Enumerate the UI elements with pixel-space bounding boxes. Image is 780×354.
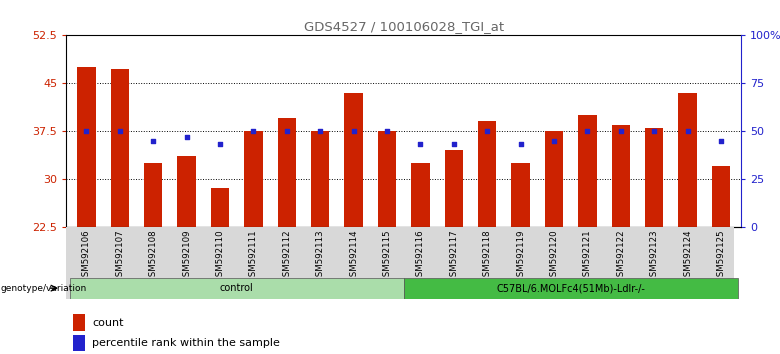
Point bbox=[681, 128, 693, 134]
Text: GSM592117: GSM592117 bbox=[449, 229, 459, 282]
Bar bbox=[378, 131, 396, 354]
Point bbox=[448, 142, 460, 147]
Point bbox=[581, 128, 594, 134]
Text: GSM592112: GSM592112 bbox=[282, 229, 291, 282]
Text: GSM592119: GSM592119 bbox=[516, 229, 525, 282]
Bar bbox=[77, 67, 95, 354]
Text: percentile rank within the sample: percentile rank within the sample bbox=[92, 338, 280, 348]
Bar bbox=[544, 131, 563, 354]
Text: GSM592124: GSM592124 bbox=[683, 229, 692, 282]
Bar bbox=[344, 93, 363, 354]
Point bbox=[481, 128, 494, 134]
Text: GSM592108: GSM592108 bbox=[149, 229, 158, 282]
Text: GSM592121: GSM592121 bbox=[583, 229, 592, 282]
Text: GSM592114: GSM592114 bbox=[349, 229, 358, 282]
Bar bbox=[445, 150, 463, 354]
Point bbox=[648, 128, 661, 134]
Point bbox=[347, 128, 360, 134]
Bar bbox=[69, 278, 404, 299]
Point bbox=[247, 128, 260, 134]
Text: GSM592116: GSM592116 bbox=[416, 229, 425, 282]
Text: count: count bbox=[92, 318, 123, 327]
Text: GSM592118: GSM592118 bbox=[483, 229, 491, 282]
Bar bbox=[177, 156, 196, 354]
Text: GSM592113: GSM592113 bbox=[316, 229, 324, 282]
Point bbox=[147, 138, 159, 143]
Text: GSM592106: GSM592106 bbox=[82, 229, 90, 282]
Text: GSM592125: GSM592125 bbox=[717, 229, 725, 282]
Point bbox=[180, 134, 193, 139]
Bar bbox=[244, 131, 263, 354]
Point bbox=[214, 142, 226, 147]
Point bbox=[80, 128, 93, 134]
Title: GDS4527 / 100106028_TGI_at: GDS4527 / 100106028_TGI_at bbox=[303, 20, 504, 33]
Point bbox=[314, 128, 326, 134]
Bar bbox=[645, 128, 663, 354]
Bar bbox=[311, 131, 329, 354]
Bar bbox=[478, 121, 496, 354]
Text: genotype/variation: genotype/variation bbox=[1, 284, 87, 293]
Bar bbox=[411, 163, 430, 354]
Bar bbox=[578, 115, 597, 354]
Point bbox=[381, 128, 393, 134]
Point bbox=[114, 128, 126, 134]
Bar bbox=[712, 166, 730, 354]
Point bbox=[281, 128, 293, 134]
Bar bbox=[111, 69, 129, 354]
Point bbox=[714, 138, 727, 143]
Bar bbox=[679, 93, 697, 354]
Text: GSM592109: GSM592109 bbox=[182, 229, 191, 282]
Text: GSM592115: GSM592115 bbox=[382, 229, 392, 282]
Bar bbox=[404, 278, 738, 299]
Bar bbox=[73, 335, 85, 352]
Text: GSM592111: GSM592111 bbox=[249, 229, 258, 282]
Bar bbox=[512, 163, 530, 354]
Text: GSM592123: GSM592123 bbox=[650, 229, 658, 282]
Text: C57BL/6.MOLFc4(51Mb)-Ldlr-/-: C57BL/6.MOLFc4(51Mb)-Ldlr-/- bbox=[496, 283, 645, 293]
Point bbox=[548, 138, 560, 143]
Bar bbox=[278, 118, 296, 354]
Bar bbox=[211, 188, 229, 354]
Text: GSM592110: GSM592110 bbox=[215, 229, 225, 282]
Text: GSM592120: GSM592120 bbox=[549, 229, 558, 282]
Point bbox=[414, 142, 427, 147]
Text: GSM592107: GSM592107 bbox=[115, 229, 124, 282]
Text: GSM592122: GSM592122 bbox=[616, 229, 626, 282]
Bar bbox=[73, 314, 85, 331]
Text: control: control bbox=[220, 283, 254, 293]
Bar bbox=[144, 163, 162, 354]
Bar bbox=[612, 125, 630, 354]
Point bbox=[615, 128, 627, 134]
Point bbox=[514, 142, 526, 147]
